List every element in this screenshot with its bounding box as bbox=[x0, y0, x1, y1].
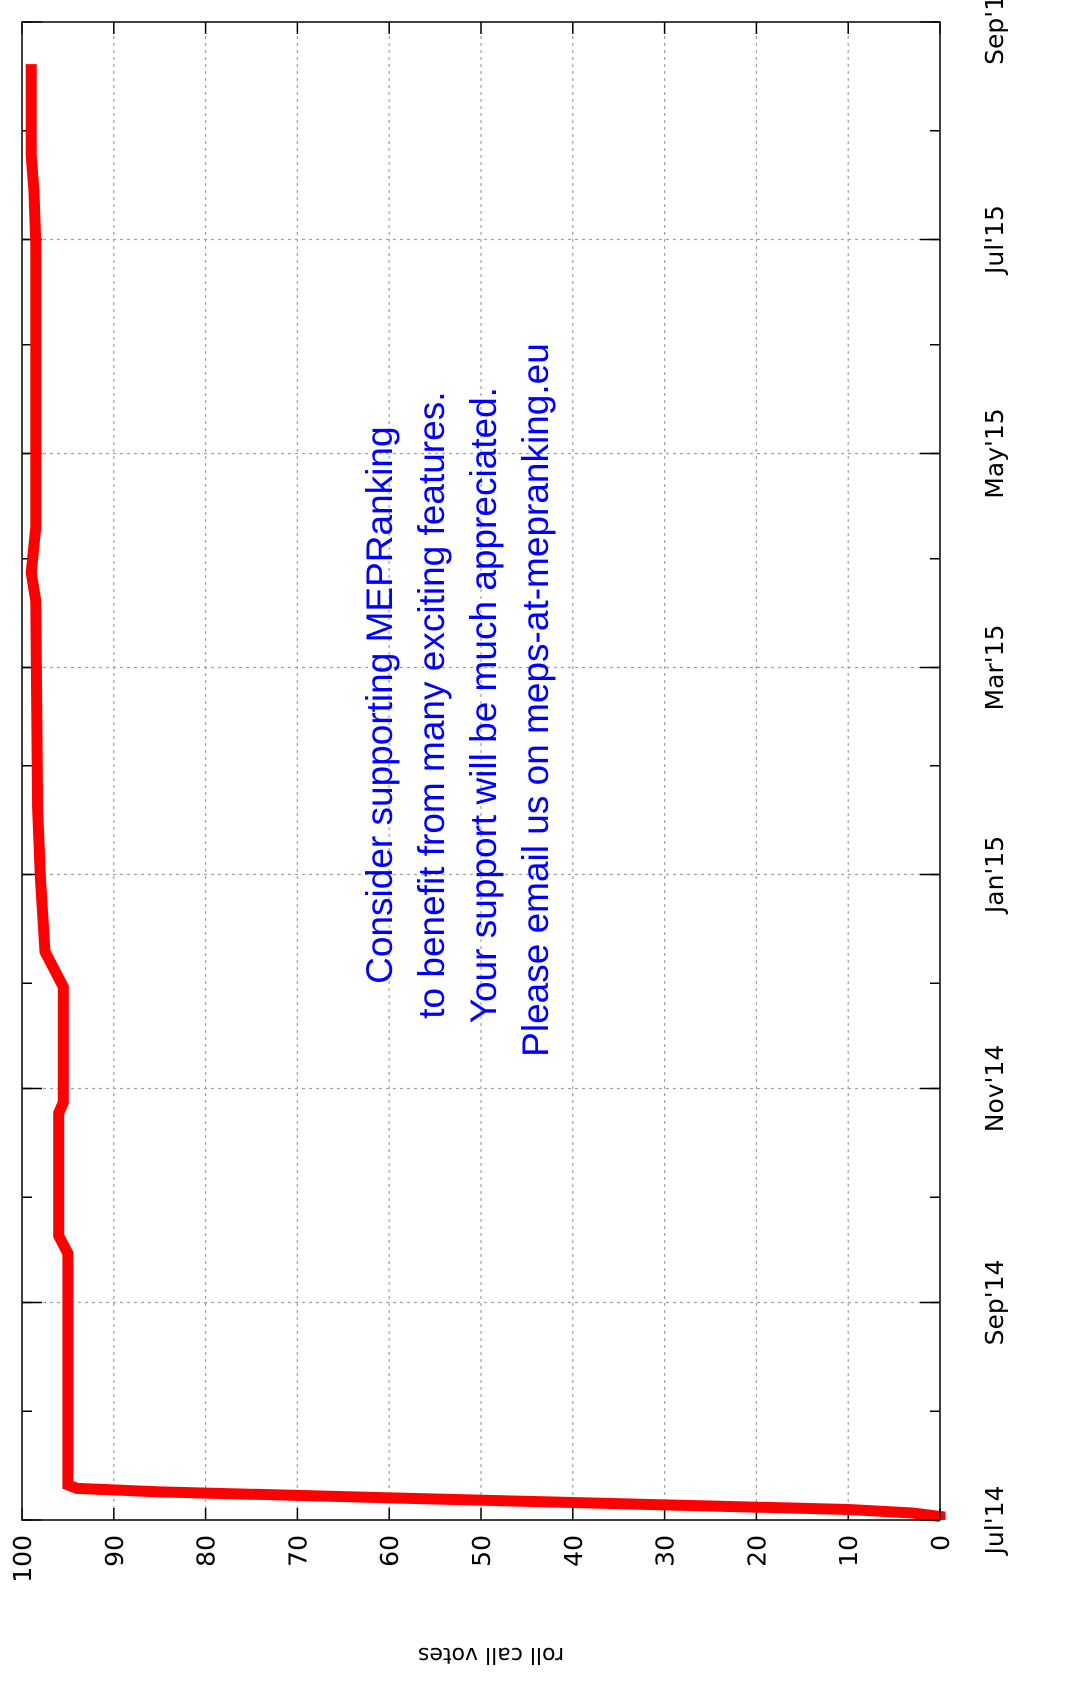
y-tick-label: 30 bbox=[651, 1535, 680, 1567]
x-tick-label: Jul'15 bbox=[980, 205, 1009, 276]
annotation-line: Consider supporting MEPRanking bbox=[359, 426, 400, 983]
y-tick-label: 80 bbox=[192, 1535, 221, 1567]
y-tick-label: 0 bbox=[926, 1535, 955, 1551]
series-layer bbox=[25, 64, 946, 1522]
y-tick-label: 10 bbox=[834, 1535, 863, 1567]
annotation-line: to benefit from many exciting features. bbox=[411, 392, 452, 1019]
series-line bbox=[25, 64, 946, 1522]
x-tick-label: Sep'14 bbox=[980, 1260, 1009, 1346]
x-tick-label: Nov'14 bbox=[980, 1045, 1009, 1132]
y-tick-label: 50 bbox=[467, 1535, 496, 1567]
annotation-line: Please email us on meps-at-mepranking.eu bbox=[515, 343, 556, 1057]
plot-frame bbox=[21, 21, 941, 1521]
x-tick-labels: Jul'14 Sep'14 Nov'14 Jan'15 Mar'15 May'15 Jul'… bbox=[980, 0, 1009, 1556]
x-tick-label: Jan'15 bbox=[980, 836, 1009, 915]
x-tick-label: Sep'15 bbox=[980, 0, 1009, 65]
y-tick-label: 60 bbox=[375, 1535, 404, 1567]
x-tick-label: Mar'15 bbox=[980, 625, 1009, 711]
y-tick-labels: 0 10 20 30 40 50 60 70 80 90 100 bbox=[8, 1535, 955, 1583]
y-tick-label: 90 bbox=[100, 1535, 129, 1567]
support-annotation: Consider supporting MEPRanking to benefi… bbox=[359, 343, 556, 1057]
y-tick-label: 70 bbox=[283, 1535, 312, 1567]
x-tick-label: Jul'14 bbox=[980, 1486, 1009, 1557]
y-tick-label: 40 bbox=[559, 1535, 588, 1567]
x-tick-label: May'15 bbox=[980, 408, 1009, 498]
y-tick-label: 100 bbox=[8, 1535, 37, 1583]
y-tick-label: 20 bbox=[742, 1535, 771, 1567]
annotation-line: Your support will be much appreciated. bbox=[463, 387, 504, 1023]
y-axis-label: roll call votes bbox=[418, 1642, 564, 1667]
grid-lines bbox=[22, 22, 940, 1520]
